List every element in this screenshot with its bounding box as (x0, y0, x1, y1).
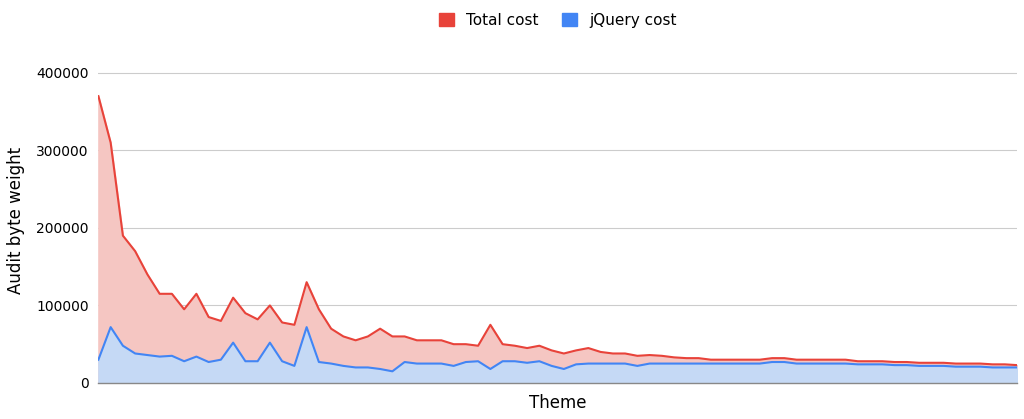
X-axis label: Theme: Theme (529, 394, 587, 412)
Legend: Total cost, jQuery cost: Total cost, jQuery cost (433, 6, 683, 34)
Y-axis label: Audit byte weight: Audit byte weight (7, 147, 25, 294)
